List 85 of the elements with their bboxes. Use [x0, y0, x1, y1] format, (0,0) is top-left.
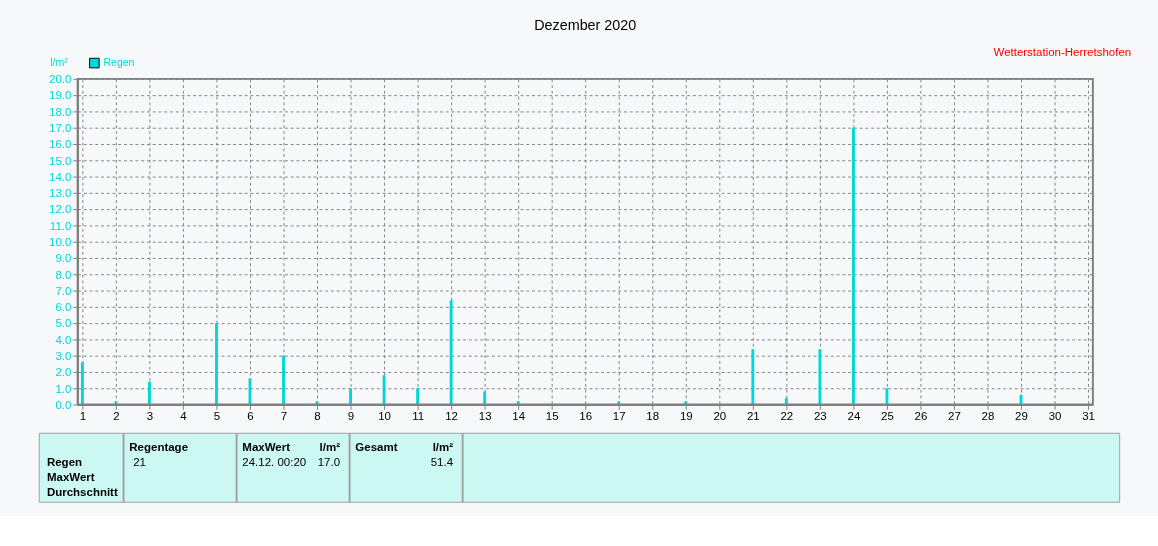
- x-tick-label: 17: [612, 410, 626, 423]
- text: MaxWert: [46, 471, 95, 484]
- text: Gesamt: [355, 440, 398, 453]
- text: Wetterstation-Herretshofen: [993, 45, 1132, 58]
- bar: [684, 401, 688, 405]
- x-tick-label: 8: [314, 410, 321, 423]
- x-tick-label: 15: [545, 410, 559, 423]
- bar: [851, 127, 855, 405]
- text: l/m²: [432, 440, 454, 453]
- y-tick-label: 12.0: [49, 203, 72, 216]
- y-tick-label: 19.0: [49, 89, 72, 102]
- bar: [215, 323, 218, 405]
- x-tick-label: 24: [847, 410, 861, 423]
- x-tick-label: 2: [113, 410, 120, 423]
- x-tick-label: 23: [813, 410, 827, 423]
- y-tick-label: 13.0: [49, 187, 72, 200]
- y-tick-label: 20.0: [49, 73, 72, 86]
- text: 21: [133, 455, 146, 468]
- x-tick-label: 20: [713, 410, 727, 423]
- y-tick-label: 16.0: [49, 138, 72, 151]
- chart-title: Dezember 2020: [534, 17, 637, 34]
- text: Regentage: [129, 440, 189, 453]
- y-tick-label: 15.0: [49, 154, 72, 167]
- bar: [751, 349, 755, 405]
- x-tick-label: 22: [780, 410, 794, 423]
- x-tick-label: 11: [412, 410, 425, 423]
- y-tick-label: 11.0: [49, 219, 72, 232]
- x-tick-label: 29: [1015, 410, 1028, 423]
- text: l/m²: [319, 440, 341, 453]
- text: 51.4: [430, 455, 454, 468]
- y-tick-label: 6.0: [55, 301, 72, 314]
- bar: [818, 349, 822, 405]
- bar: [516, 401, 520, 405]
- bar: [449, 300, 453, 405]
- x-tick-label: 19: [679, 410, 693, 423]
- x-tick-label: 25: [881, 410, 894, 423]
- x-tick-label: 6: [247, 410, 254, 423]
- bar: [382, 375, 386, 405]
- y-tick-label: 14.0: [49, 170, 72, 183]
- text: Durchschnitt: [46, 486, 118, 499]
- x-tick-label: 26: [914, 410, 928, 423]
- x-tick-label: 16: [579, 410, 593, 423]
- y-tick-label: 9.0: [55, 252, 72, 265]
- x-tick-label: 27: [948, 410, 961, 423]
- x-tick-label: 10: [378, 410, 391, 423]
- text: 24.12. 00:20: [242, 455, 307, 468]
- text: Regen: [46, 455, 83, 468]
- bar: [114, 401, 118, 405]
- text: MaxWert: [242, 440, 291, 453]
- x-tick-label: 3: [146, 410, 154, 423]
- bar: [147, 381, 151, 405]
- x-tick-label: 4: [180, 410, 188, 423]
- y-tick-label: 4.0: [55, 333, 72, 346]
- x-tick-label: 5: [213, 410, 221, 423]
- y-tick-label: 3.0: [55, 350, 72, 363]
- y-tick-label: 1.0: [55, 382, 72, 395]
- x-tick-label: 18: [646, 410, 660, 423]
- y-tick-label: 0.0: [55, 398, 72, 411]
- x-tick-label: 28: [981, 410, 995, 423]
- x-tick-label: 14: [512, 410, 526, 423]
- y-tick-label: 2.0: [55, 366, 72, 379]
- y-tick-label: 18.0: [49, 105, 72, 118]
- x-tick-label: 9: [347, 410, 355, 423]
- x-tick-label: 7: [280, 410, 288, 423]
- y-tick-label: 8.0: [55, 268, 72, 281]
- legend-label: Regen: [103, 55, 135, 68]
- x-tick-label: 30: [1048, 410, 1062, 423]
- bar: [784, 398, 788, 405]
- bar: [80, 362, 84, 405]
- y-axis-title: l/m²: [50, 55, 69, 68]
- y-tick-label: 7.0: [55, 284, 72, 297]
- bar: [617, 401, 621, 405]
- bar: [483, 391, 487, 405]
- text: 17.0: [317, 455, 341, 468]
- x-tick-label: 31: [1082, 410, 1095, 423]
- bar: [349, 388, 352, 405]
- x-tick-label: 21: [746, 410, 760, 423]
- y-tick-label: 5.0: [55, 317, 72, 330]
- bar: [416, 388, 420, 405]
- x-tick-label: 12: [445, 410, 458, 423]
- x-tick-label: 1: [79, 410, 87, 423]
- y-tick-label: 10.0: [49, 236, 72, 249]
- y-tick-label: 17.0: [49, 122, 72, 135]
- bar: [282, 355, 285, 405]
- x-tick-label: 13: [478, 410, 492, 423]
